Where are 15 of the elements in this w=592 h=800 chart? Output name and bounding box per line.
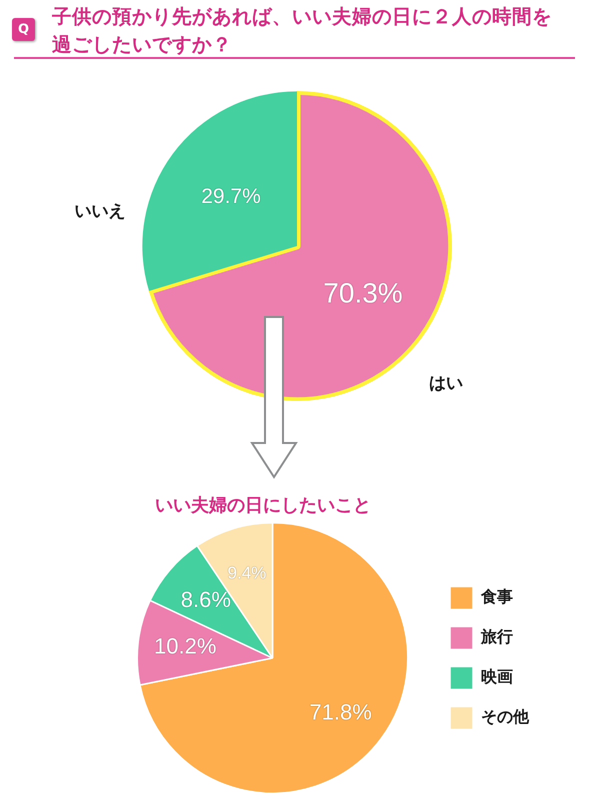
data-label: 29.7% <box>201 184 261 208</box>
legend-label: 旅行 <box>480 627 513 646</box>
label-badge: Q <box>12 18 35 41</box>
data-label: 70.3% <box>323 278 403 309</box>
legend-label: 映画 <box>481 667 513 686</box>
data-label: 71.8% <box>309 700 372 725</box>
slice-label: はい <box>428 374 463 394</box>
legend-label: 食事 <box>480 587 513 606</box>
slice-label: いいえ <box>74 201 126 222</box>
data-label: 10.2% <box>154 634 216 659</box>
chart-title: いい夫婦の日にしたいこと <box>154 494 372 518</box>
legend-label: その他 <box>481 707 530 726</box>
data-label: 9.4% <box>228 564 266 583</box>
chart-title: 子供の預かり先があれば、いい夫婦の日に２人の時間を過ごしたいですか？ <box>52 4 553 58</box>
data-label: 8.6% <box>180 586 231 612</box>
